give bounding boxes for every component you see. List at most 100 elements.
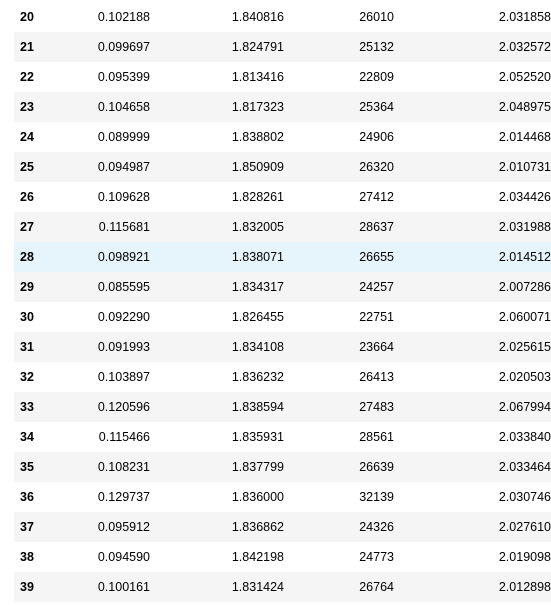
column-4-cell: 2.048975 (498, 100, 551, 114)
column-2-cell: 1.838071 (231, 250, 284, 264)
column-4-cell: 2.032572 (498, 40, 551, 54)
column-2-cell: 1.817323 (231, 100, 284, 114)
column-3-cell: 26010 (359, 10, 394, 24)
column-1-cell: 0.094590 (97, 550, 150, 564)
row-index-cell: 32 (20, 370, 34, 384)
column-1-cell: 0.103897 (97, 370, 150, 384)
column-2-cell: 1.850909 (231, 160, 284, 174)
row-index-cell: 36 (20, 490, 34, 504)
table-row[interactable]: 34 0.115466 1.835931 28561 2.033840 (14, 422, 551, 452)
column-3-cell: 24906 (359, 130, 394, 144)
column-3-cell: 26413 (359, 370, 394, 384)
column-2-cell: 1.838802 (231, 130, 284, 144)
table-row[interactable]: 36 0.129737 1.836000 32139 2.030746 (14, 482, 551, 512)
column-1-cell: 0.095399 (97, 70, 150, 84)
column-3-cell: 24773 (359, 550, 394, 564)
column-1-cell: 0.095912 (97, 520, 150, 534)
table-row[interactable]: 22 0.095399 1.813416 22809 2.052520 (14, 62, 551, 92)
column-1-cell: 0.091993 (97, 340, 150, 354)
table-row[interactable]: 30 0.092290 1.826455 22751 2.060071 (14, 302, 551, 332)
column-4-cell: 2.060071 (498, 310, 551, 324)
column-1-cell: 0.094987 (97, 160, 150, 174)
table-row[interactable]: 20 0.102188 1.840816 26010 2.031858 (14, 2, 551, 32)
row-index-cell: 20 (20, 10, 34, 24)
column-1-cell: 0.092290 (97, 310, 150, 324)
row-index-cell: 33 (20, 400, 34, 414)
column-4-cell: 2.019098 (498, 550, 551, 564)
column-2-cell: 1.826455 (231, 310, 284, 324)
table-row[interactable]: 35 0.108231 1.837799 26639 2.033464 (14, 452, 551, 482)
table-row[interactable]: 31 0.091993 1.834108 23664 2.025615 (14, 332, 551, 362)
column-2-cell: 1.828261 (231, 190, 284, 204)
column-3-cell: 27412 (359, 190, 394, 204)
table-row[interactable]: 24 0.089999 1.838802 24906 2.014468 (14, 122, 551, 152)
table-row[interactable]: 26 0.109628 1.828261 27412 2.034426 (14, 182, 551, 212)
column-2-cell: 1.834108 (231, 340, 284, 354)
column-1-cell: 0.099697 (97, 40, 150, 54)
table-row[interactable]: 32 0.103897 1.836232 26413 2.020503 (14, 362, 551, 392)
column-1-cell: 0.104658 (97, 100, 150, 114)
column-2-cell: 1.836000 (231, 490, 284, 504)
row-index-cell: 38 (20, 550, 34, 564)
row-index-cell: 26 (20, 190, 34, 204)
column-1-cell: 0.129737 (97, 490, 150, 504)
column-3-cell: 28561 (359, 430, 394, 444)
row-index-cell: 25 (20, 160, 34, 174)
column-4-cell: 2.033840 (498, 430, 551, 444)
column-1-cell: 0.115681 (98, 220, 150, 234)
table-row[interactable]: 21 0.099697 1.824791 25132 2.032572 (14, 32, 551, 62)
column-3-cell: 25132 (359, 40, 394, 54)
row-index-cell: 35 (20, 460, 34, 474)
row-index-cell: 39 (20, 580, 34, 594)
column-1-cell: 0.098921 (97, 250, 150, 264)
column-3-cell: 26320 (359, 160, 394, 174)
row-index-cell: 22 (20, 70, 34, 84)
column-2-cell: 1.834317 (231, 280, 284, 294)
row-index-cell: 27 (20, 220, 34, 234)
column-4-cell: 2.067994 (498, 400, 551, 414)
column-2-cell: 1.838594 (231, 400, 284, 414)
row-index-cell: 24 (20, 130, 34, 144)
row-index-cell: 29 (20, 280, 34, 294)
column-1-cell: 0.085595 (97, 280, 150, 294)
dataframe-table: 20 0.102188 1.840816 26010 2.031858 21 0.09969… (14, 2, 551, 602)
column-4-cell: 2.012898 (498, 580, 551, 594)
column-3-cell: 24257 (359, 280, 394, 294)
column-4-cell: 2.020503 (498, 370, 551, 384)
column-1-cell: 0.109628 (97, 190, 150, 204)
column-3-cell: 32139 (359, 490, 394, 504)
table-row[interactable]: 39 0.100161 1.831424 26764 2.012898 (14, 572, 551, 602)
table-body: 20 0.102188 1.840816 26010 2.031858 21 0.09969… (14, 2, 551, 602)
column-1-cell: 0.120596 (97, 400, 150, 414)
column-4-cell: 2.034426 (498, 190, 551, 204)
column-4-cell: 2.010731 (498, 160, 551, 174)
column-2-cell: 1.836232 (231, 370, 284, 384)
column-4-cell: 2.027610 (498, 520, 551, 534)
table-row[interactable]: 23 0.104658 1.817323 25364 2.048975 (14, 92, 551, 122)
column-2-cell: 1.831424 (231, 580, 284, 594)
row-index-cell: 31 (20, 340, 34, 354)
column-1-cell: 0.100161 (97, 580, 150, 594)
column-3-cell: 26639 (359, 460, 394, 474)
table-row[interactable]: 33 0.120596 1.838594 27483 2.067994 (14, 392, 551, 422)
column-3-cell: 26655 (359, 250, 394, 264)
table-row[interactable]: 37 0.095912 1.836862 24326 2.027610 (14, 512, 551, 542)
table-row[interactable]: 25 0.094987 1.850909 26320 2.010731 (14, 152, 551, 182)
table-row[interactable]: 27 0.115681 1.832005 28637 2.031988 (14, 212, 551, 242)
column-2-cell: 1.842198 (231, 550, 284, 564)
column-3-cell: 25364 (359, 100, 394, 114)
column-4-cell: 2.014468 (498, 130, 551, 144)
table-row[interactable]: 29 0.085595 1.834317 24257 2.007286 (14, 272, 551, 302)
row-index-cell: 34 (20, 430, 34, 444)
column-2-cell: 1.835931 (231, 430, 284, 444)
dataframe-table-container: 20 0.102188 1.840816 26010 2.031858 21 0.09969… (14, 2, 551, 602)
column-3-cell: 26764 (359, 580, 394, 594)
column-4-cell: 2.031988 (498, 220, 551, 234)
column-2-cell: 1.813416 (231, 70, 284, 84)
column-2-cell: 1.837799 (231, 460, 284, 474)
table-row[interactable]: 28 0.098921 1.838071 26655 2.014512 (14, 242, 551, 272)
table-row[interactable]: 38 0.094590 1.842198 24773 2.019098 (14, 542, 551, 572)
column-2-cell: 1.832005 (231, 220, 284, 234)
column-3-cell: 22809 (359, 70, 394, 84)
column-1-cell: 0.115466 (98, 430, 150, 444)
